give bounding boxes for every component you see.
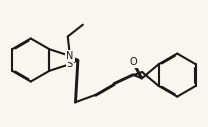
Text: N: N — [66, 51, 74, 61]
Text: S: S — [67, 59, 73, 69]
Text: O: O — [130, 57, 137, 67]
